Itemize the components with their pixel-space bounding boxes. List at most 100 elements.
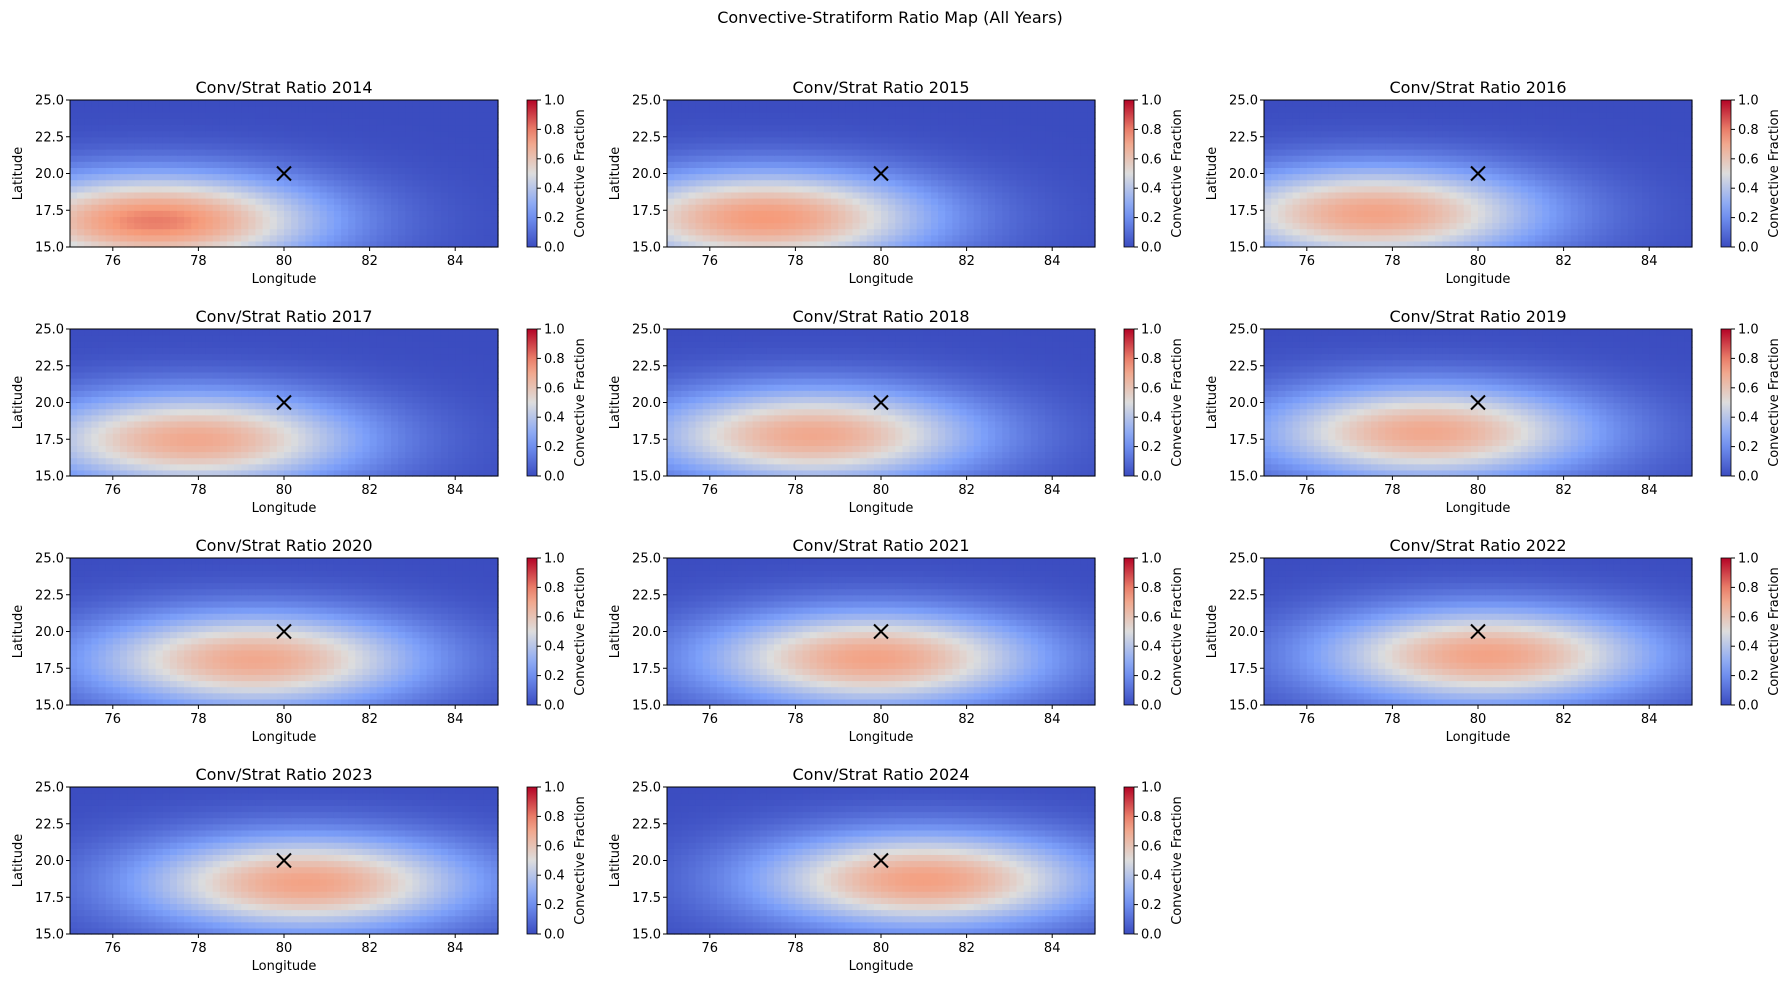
heatmap-cell bbox=[1292, 149, 1301, 156]
heatmap-cell bbox=[369, 210, 378, 217]
heatmap-cell bbox=[134, 457, 142, 465]
heatmap-cell bbox=[930, 112, 939, 119]
heatmap-cell bbox=[91, 100, 100, 107]
heatmap-cell bbox=[398, 118, 406, 126]
heatmap-cell bbox=[716, 112, 725, 119]
heatmap-cell bbox=[781, 240, 789, 248]
heatmap-cell bbox=[369, 420, 378, 428]
heatmap-cell bbox=[326, 100, 335, 107]
heatmap-cell bbox=[383, 463, 392, 471]
heatmap-cell bbox=[462, 457, 471, 465]
heatmap-cell bbox=[1285, 130, 1294, 138]
heatmap-cell bbox=[70, 106, 78, 113]
heatmap-cell bbox=[105, 112, 114, 119]
heatmap-cell bbox=[1037, 204, 1046, 211]
heatmap-cell bbox=[774, 142, 782, 150]
heatmap-cell bbox=[1342, 179, 1351, 187]
heatmap-cell bbox=[127, 106, 135, 113]
heatmap-cell bbox=[341, 198, 349, 205]
heatmap-cell bbox=[448, 204, 456, 211]
heatmap-cell bbox=[1385, 136, 1393, 144]
heatmap-cell bbox=[1485, 118, 1493, 126]
heatmap-cell bbox=[1420, 185, 1429, 193]
heatmap-cell bbox=[802, 167, 811, 175]
heatmap-cell bbox=[205, 118, 214, 126]
heatmap-cell bbox=[938, 161, 946, 168]
heatmap-cell bbox=[341, 439, 349, 446]
heatmap-cell bbox=[1045, 149, 1053, 156]
heatmap-cell bbox=[788, 106, 796, 113]
heatmap-cell bbox=[1399, 155, 1408, 162]
heatmap-cell bbox=[1349, 167, 1358, 175]
heatmap-cell bbox=[838, 161, 846, 168]
heatmap-cell bbox=[1663, 136, 1672, 144]
heatmap-cell bbox=[724, 234, 732, 242]
heatmap-cell bbox=[355, 100, 364, 107]
heatmap-cell bbox=[1456, 118, 1465, 126]
heatmap-cell bbox=[234, 198, 242, 205]
heatmap-cell bbox=[838, 185, 846, 193]
heatmap-cell bbox=[169, 420, 178, 428]
heatmap-cell bbox=[688, 118, 697, 126]
heatmap-cell bbox=[1563, 100, 1572, 107]
heatmap-cell bbox=[1059, 234, 1068, 242]
heatmap-cell bbox=[162, 439, 171, 446]
heatmap-cell bbox=[1059, 210, 1068, 217]
heatmap-cell bbox=[1080, 149, 1089, 156]
heatmap-cell bbox=[1264, 198, 1272, 205]
heatmap-cell bbox=[1299, 173, 1308, 181]
heatmap-cell bbox=[355, 222, 364, 230]
heatmap-cell bbox=[105, 420, 114, 428]
heatmap-cell bbox=[119, 439, 128, 446]
heatmap-cell bbox=[966, 185, 975, 193]
heatmap-cell bbox=[1392, 124, 1401, 132]
heatmap-cell bbox=[341, 100, 349, 107]
heatmap-cell bbox=[1030, 100, 1039, 107]
heatmap-cell bbox=[795, 136, 804, 144]
heatmap-cell bbox=[305, 185, 314, 193]
heatmap-cell bbox=[212, 112, 221, 119]
heatmap-cell bbox=[681, 136, 689, 144]
marker-stroke bbox=[873, 165, 889, 182]
heatmap-cell bbox=[1599, 136, 1607, 144]
heatmap-cell bbox=[688, 100, 697, 107]
heatmap-cell bbox=[916, 155, 925, 162]
heatmap-cell bbox=[148, 222, 157, 230]
heatmap-cell bbox=[1016, 100, 1025, 107]
heatmap-cell bbox=[191, 136, 199, 144]
heatmap-cell bbox=[1059, 142, 1068, 150]
heatmap-cell bbox=[326, 420, 335, 428]
heatmap-cell bbox=[766, 210, 775, 217]
heatmap-cell bbox=[98, 124, 107, 132]
heatmap-cell bbox=[731, 222, 739, 230]
heatmap-cell bbox=[84, 204, 92, 211]
heatmap-cell bbox=[1363, 112, 1372, 119]
heatmap-cell bbox=[348, 234, 356, 242]
heatmap-cell bbox=[966, 112, 975, 119]
heatmap-cell bbox=[1406, 167, 1415, 175]
heatmap-cell bbox=[1342, 155, 1351, 162]
heatmap-cell bbox=[269, 124, 278, 132]
heatmap-cell bbox=[462, 469, 471, 477]
heatmap-cell bbox=[838, 149, 846, 156]
heatmap-cell bbox=[398, 420, 406, 428]
heatmap-cell bbox=[440, 136, 449, 144]
heatmap-cell bbox=[1264, 155, 1272, 162]
heatmap-cell bbox=[1299, 228, 1308, 236]
heatmap-cell bbox=[1542, 222, 1550, 230]
heatmap-cell bbox=[127, 439, 135, 446]
heatmap-cell bbox=[1335, 118, 1344, 126]
heatmap-cell bbox=[405, 130, 413, 138]
heatmap-cell bbox=[1435, 198, 1443, 205]
heatmap-cell bbox=[305, 439, 314, 446]
heatmap-cell bbox=[1271, 204, 1279, 211]
heatmap-cell bbox=[1385, 124, 1393, 132]
heatmap-cell bbox=[1520, 240, 1529, 248]
heatmap-cell bbox=[241, 130, 249, 138]
heatmap-cell bbox=[155, 463, 164, 471]
heatmap-cell bbox=[284, 204, 292, 211]
heatmap-cell bbox=[1535, 210, 1543, 217]
heatmap-cell bbox=[766, 161, 775, 168]
heatmap-cell bbox=[1363, 142, 1372, 150]
heatmap-cell bbox=[490, 130, 499, 138]
